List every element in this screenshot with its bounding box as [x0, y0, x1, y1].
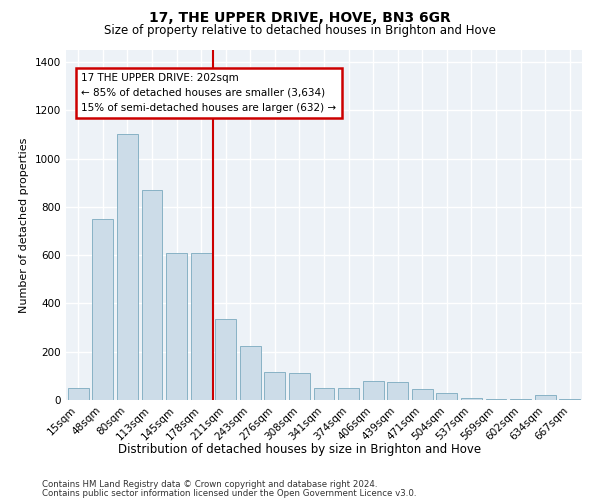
Bar	[265, 372, 286, 400]
Bar	[362, 380, 383, 400]
Bar	[68, 388, 89, 400]
Bar	[92, 219, 113, 400]
Text: Contains public sector information licensed under the Open Government Licence v3: Contains public sector information licen…	[42, 488, 416, 498]
Bar	[436, 393, 457, 400]
Bar	[559, 399, 580, 400]
Bar	[166, 253, 187, 400]
Bar	[240, 346, 261, 400]
Bar	[338, 388, 359, 400]
Bar	[215, 319, 236, 400]
Y-axis label: Number of detached properties: Number of detached properties	[19, 138, 29, 312]
Bar	[535, 395, 556, 400]
Bar	[289, 374, 310, 400]
Text: Distribution of detached houses by size in Brighton and Hove: Distribution of detached houses by size …	[118, 442, 482, 456]
Bar	[117, 134, 138, 400]
Bar	[191, 253, 212, 400]
Text: 17, THE UPPER DRIVE, HOVE, BN3 6GR: 17, THE UPPER DRIVE, HOVE, BN3 6GR	[149, 11, 451, 25]
Bar	[510, 399, 531, 400]
Bar	[142, 190, 163, 400]
Bar	[412, 389, 433, 400]
Text: 17 THE UPPER DRIVE: 202sqm
← 85% of detached houses are smaller (3,634)
15% of s: 17 THE UPPER DRIVE: 202sqm ← 85% of deta…	[81, 73, 337, 112]
Bar	[485, 399, 506, 400]
Bar	[387, 382, 408, 400]
Bar	[314, 388, 334, 400]
Text: Size of property relative to detached houses in Brighton and Hove: Size of property relative to detached ho…	[104, 24, 496, 37]
Bar	[461, 398, 482, 400]
Text: Contains HM Land Registry data © Crown copyright and database right 2024.: Contains HM Land Registry data © Crown c…	[42, 480, 377, 489]
